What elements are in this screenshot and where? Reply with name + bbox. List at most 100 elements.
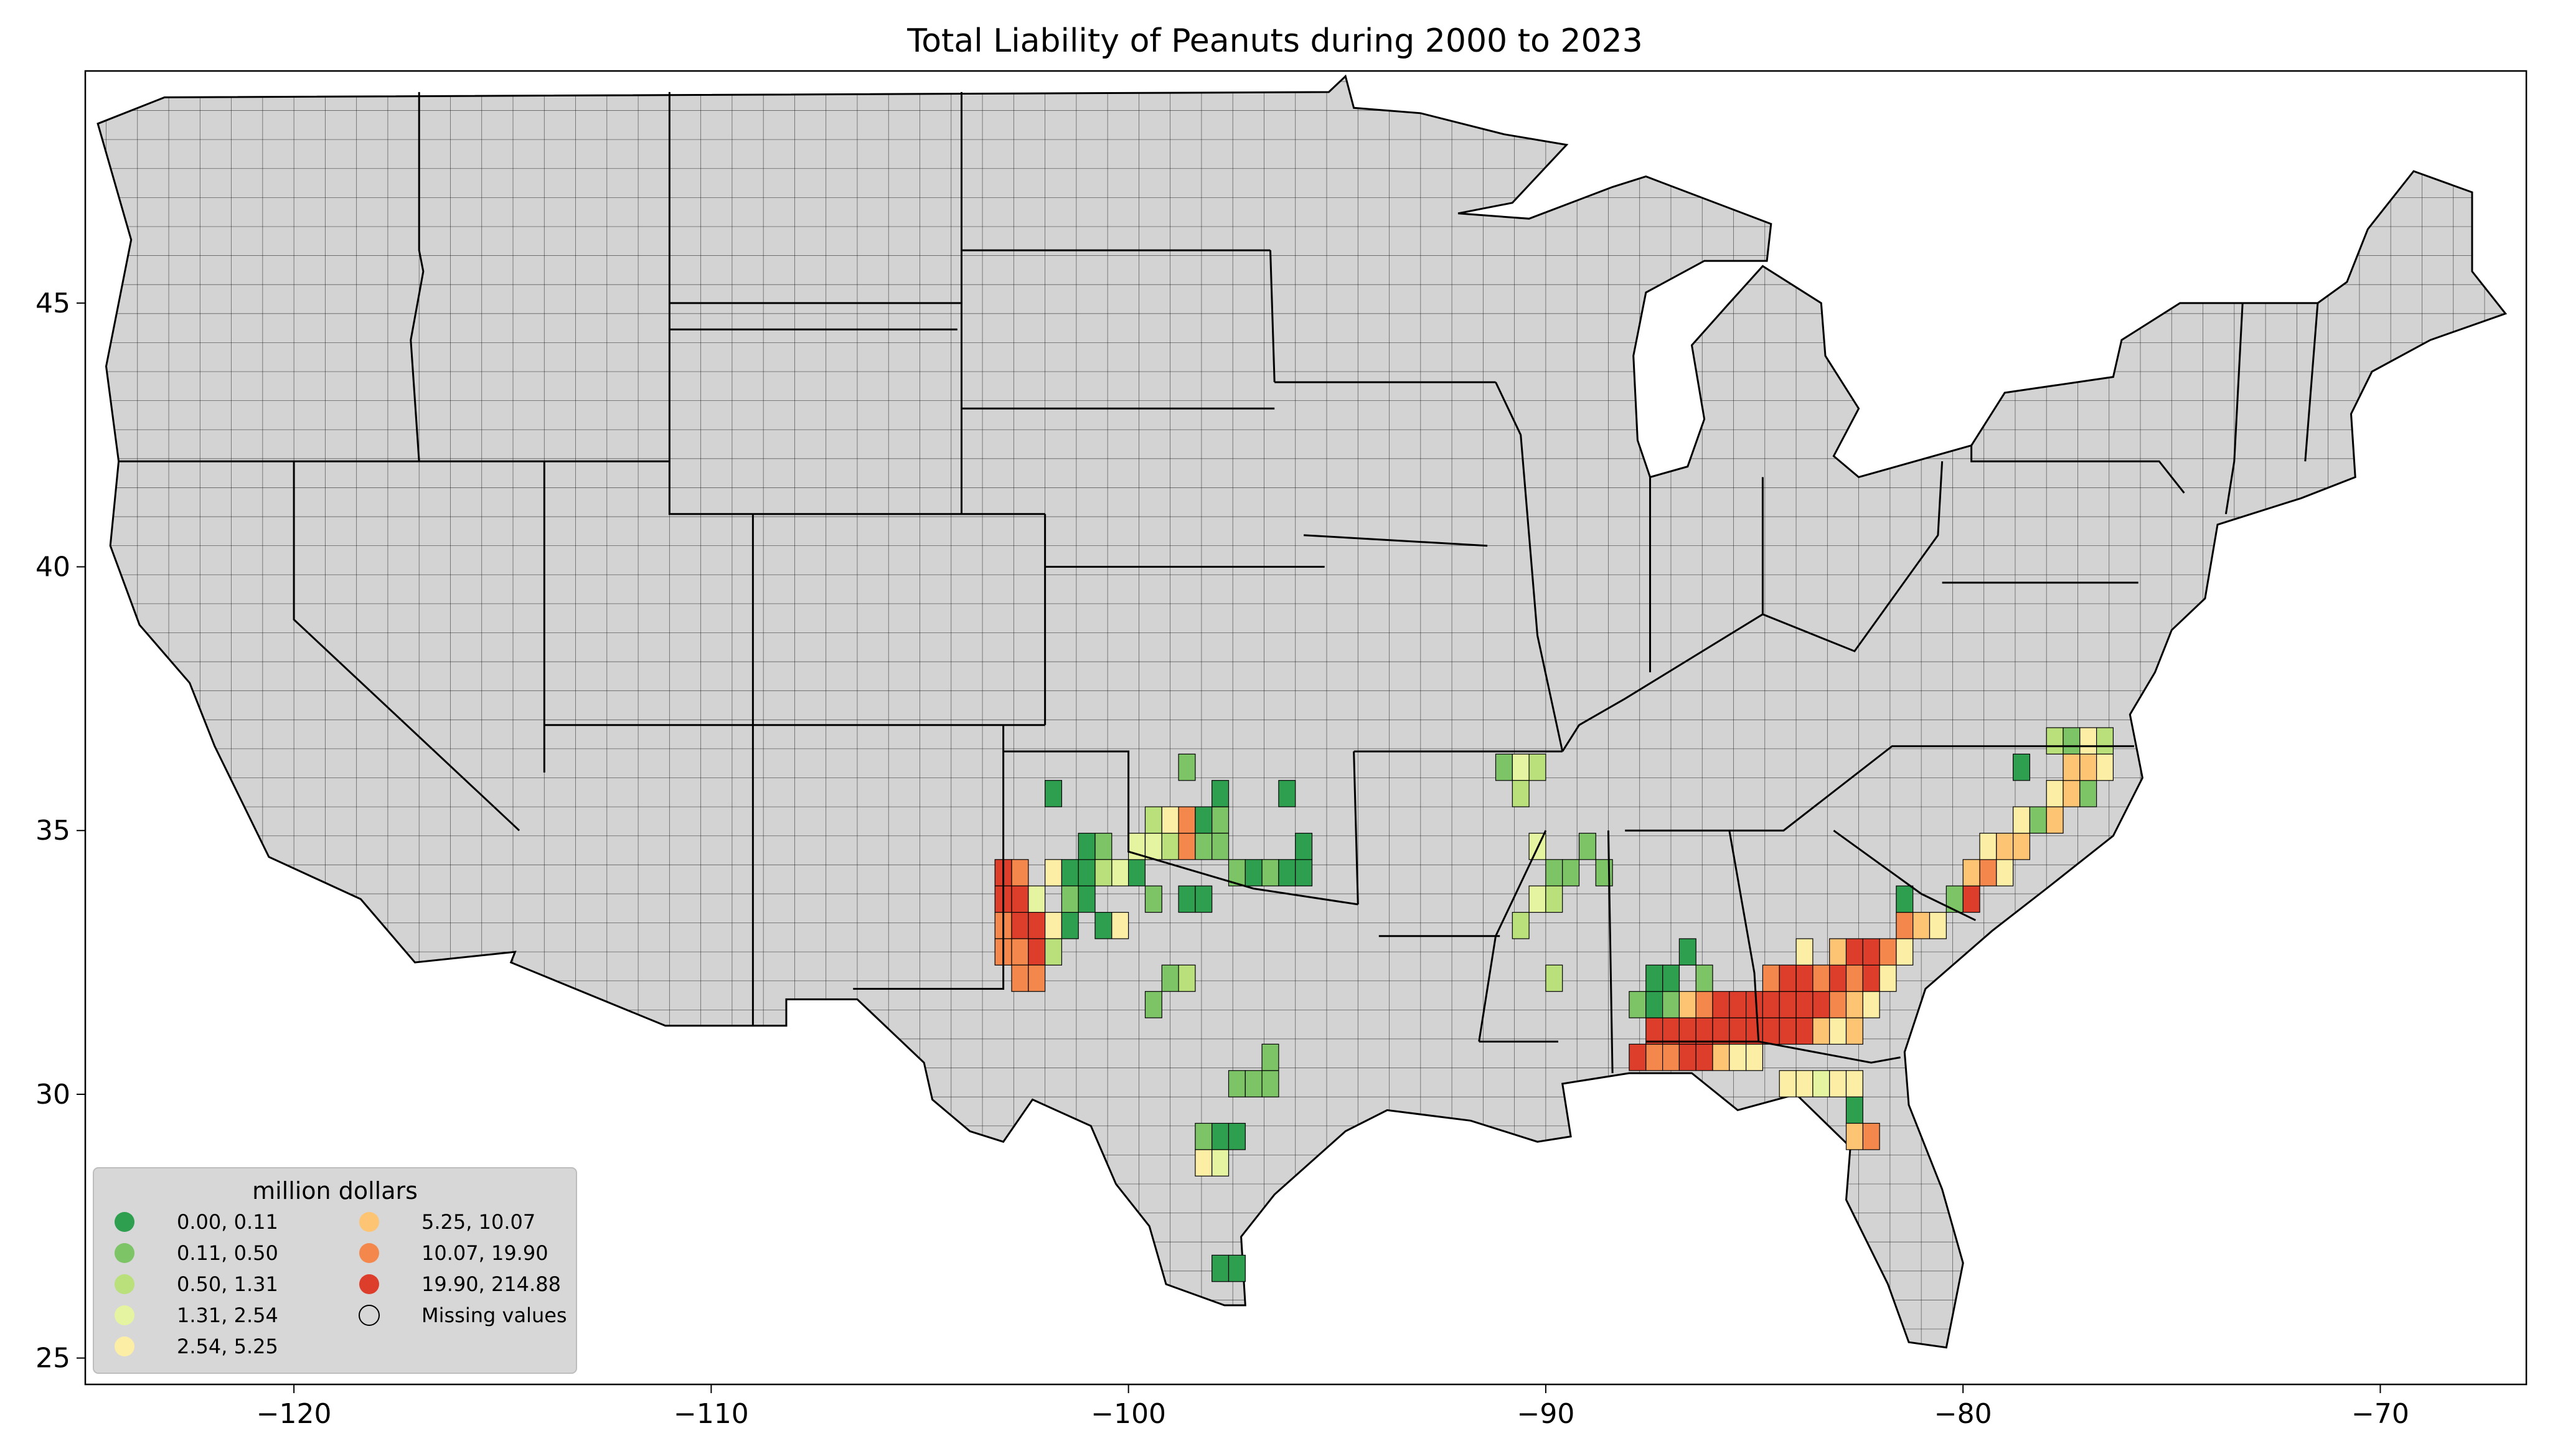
x-tick-label: −100: [1091, 1398, 1166, 1430]
county-fill: [2046, 727, 2064, 755]
state-border: [1269, 250, 1276, 383]
x-tick-label: −90: [1517, 1398, 1574, 1430]
county-fill: [1495, 753, 1513, 781]
state-border: [1970, 445, 2185, 494]
county-fill: [1678, 1043, 1696, 1071]
legend-label: 5.25, 10.07: [421, 1210, 535, 1234]
county-fill: [1779, 1070, 1797, 1097]
county-fill: [2046, 806, 2064, 834]
state-border: [1607, 830, 1614, 1074]
county-fill: [2046, 780, 2064, 807]
county-fill: [1862, 991, 1880, 1018]
county-fill: [1161, 806, 1179, 834]
county-fill: [1929, 911, 1947, 939]
y-tick-label: 30: [35, 1079, 70, 1111]
county-fill: [1862, 1122, 1880, 1150]
county-fill: [1094, 832, 1113, 860]
county-fill: [2029, 806, 2047, 834]
county-fill: [1678, 991, 1696, 1018]
plot-frame: [84, 70, 2528, 1386]
county-fill: [1211, 1122, 1230, 1150]
county-fill: [1896, 885, 1914, 913]
county-fill: [1228, 1254, 1246, 1282]
legend-label: 2.54, 5.25: [177, 1335, 278, 1358]
state-border: [668, 303, 1045, 515]
county-fill: [1845, 1070, 1863, 1097]
county-fill: [1962, 885, 1980, 913]
county-fill: [1812, 1070, 1830, 1097]
state-border: [2304, 303, 2319, 462]
county-fill: [1662, 1043, 1680, 1071]
county-fill: [1695, 964, 1713, 992]
county-fill: [1545, 859, 1563, 886]
county-fill: [1278, 780, 1296, 807]
county-fill: [1044, 859, 1062, 886]
county-fill: [1011, 938, 1029, 966]
legend-swatch: [359, 1243, 379, 1263]
county-fill: [1962, 859, 1980, 886]
legend-title: million dollars: [252, 1177, 418, 1205]
county-fill: [1078, 832, 1096, 860]
county-fill: [1195, 832, 1213, 860]
county-fill: [1729, 1043, 1747, 1071]
legend-swatch: [359, 1212, 379, 1232]
legend-label: 19.90, 214.88: [421, 1272, 561, 1296]
county-fill: [1044, 911, 1062, 939]
y-tick-label: 40: [35, 552, 70, 583]
legend: million dollars 0.00, 0.11 0.11, 0.50 0.50,…: [93, 1167, 577, 1374]
county-fill: [1562, 859, 1580, 886]
county-fill: [1879, 964, 1897, 992]
state-border: [410, 92, 425, 462]
county-fill: [1795, 938, 1814, 966]
county-fill: [1211, 1254, 1230, 1282]
county-fill: [1896, 911, 1914, 939]
legend-swatch: [359, 1274, 379, 1294]
county-fill: [1078, 859, 1096, 886]
county-fill: [1695, 1017, 1713, 1045]
county-fill: [1912, 911, 1931, 939]
county-fill: [1629, 1043, 1647, 1071]
county-fill: [1712, 1043, 1730, 1071]
county-fill: [1178, 885, 1196, 913]
state-border: [853, 725, 1005, 990]
state-border: [1758, 1040, 1901, 1064]
county-fill: [1044, 938, 1062, 966]
county-fill: [1512, 780, 1530, 807]
county-fill: [2079, 753, 2097, 781]
legend-label: 0.11, 0.50: [177, 1241, 278, 1265]
x-tick-label: −70: [2351, 1398, 2409, 1430]
county-fill: [1078, 885, 1096, 913]
y-tick-label: 45: [35, 288, 70, 319]
county-fill: [1512, 753, 1530, 781]
county-fill: [1829, 991, 1847, 1018]
county-fill: [1645, 964, 1663, 992]
legend-label: 10.07, 19.90: [421, 1241, 548, 1265]
legend-label: 1.31, 2.54: [177, 1303, 278, 1327]
legend-swatch: [359, 1305, 380, 1326]
county-fill: [1812, 991, 1830, 1018]
county-fill: [1178, 753, 1196, 781]
county-fill: [1746, 1017, 1764, 1045]
county-fill: [1195, 806, 1213, 834]
county-fill: [1028, 938, 1046, 966]
county-fill: [1028, 885, 1046, 913]
county-fill: [1762, 964, 1780, 992]
county-fill: [1795, 991, 1814, 1018]
county-fill: [1228, 859, 1246, 886]
county-fill: [2063, 753, 2081, 781]
county-fill: [1829, 1017, 1847, 1045]
state-border: [1625, 745, 2134, 832]
x-tick-label: −120: [256, 1398, 332, 1430]
county-fill: [2013, 753, 2031, 781]
county-fill: [1244, 1070, 1263, 1097]
county-fill: [2096, 753, 2114, 781]
county-fill: [1629, 991, 1647, 1018]
county-fill: [1211, 832, 1230, 860]
y-tick-label: 35: [35, 815, 70, 847]
county-fill: [1512, 911, 1530, 939]
county-fill: [1528, 753, 1546, 781]
county-fill: [1195, 1122, 1213, 1150]
county-fill: [1795, 1017, 1814, 1045]
county-fill: [1996, 832, 2014, 860]
